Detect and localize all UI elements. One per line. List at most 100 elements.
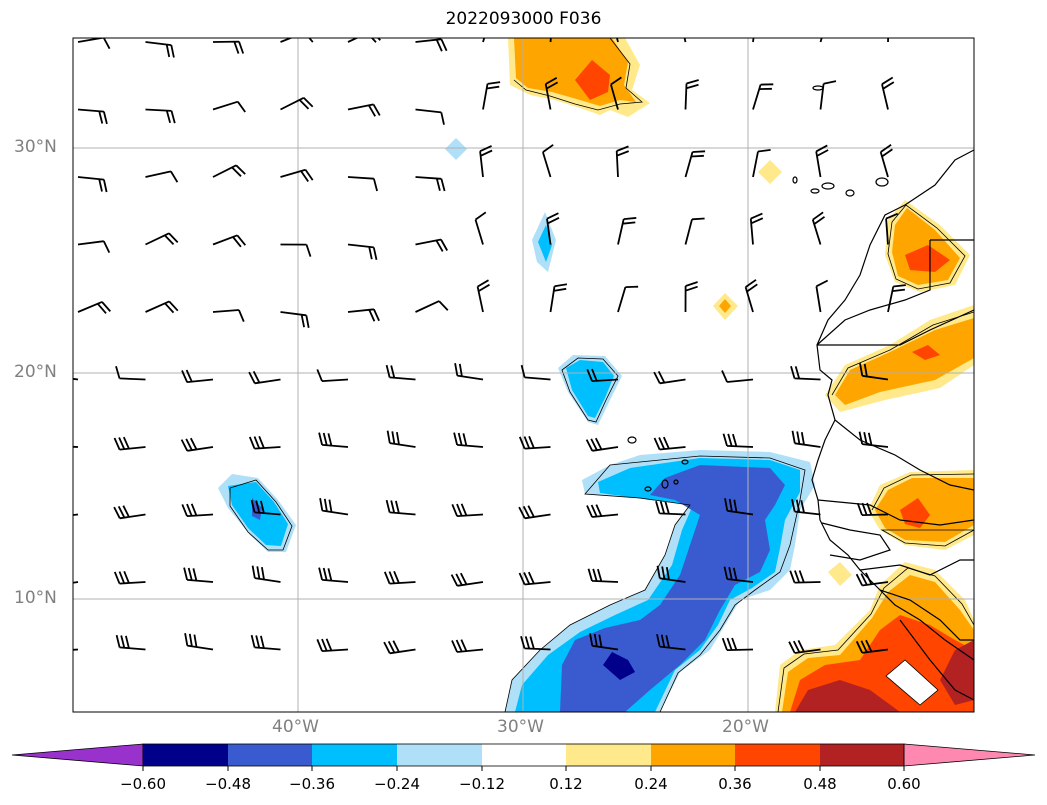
wind-barb bbox=[721, 370, 754, 383]
wind-barb bbox=[347, 243, 378, 260]
wind-barb bbox=[180, 437, 214, 452]
wind-barb bbox=[181, 369, 214, 383]
wind-barb bbox=[656, 565, 686, 583]
wind-barb bbox=[280, 243, 312, 257]
warm-region-southeast-l4 bbox=[795, 640, 974, 712]
warm-region-spot-c bbox=[828, 562, 852, 586]
wind-barb bbox=[788, 640, 821, 654]
wind-barb bbox=[454, 363, 484, 381]
wind-barb bbox=[77, 38, 111, 50]
wind-barb bbox=[855, 572, 889, 587]
wind-barb bbox=[546, 212, 560, 245]
wind-barb bbox=[73, 445, 79, 448]
wind-barb bbox=[656, 634, 686, 651]
wind-barb bbox=[791, 499, 821, 516]
wind-barb bbox=[145, 170, 179, 183]
warm-region-southeast-hole bbox=[886, 660, 938, 705]
wind-barb bbox=[280, 311, 310, 328]
wind-barb bbox=[181, 503, 214, 517]
blue-region-south-core bbox=[603, 652, 635, 680]
wind-barb bbox=[811, 211, 826, 245]
colorbar-bin bbox=[651, 744, 735, 766]
blue-region-south-l3 bbox=[560, 465, 785, 712]
wind-barb bbox=[752, 149, 771, 178]
wind-barb bbox=[479, 145, 493, 178]
wind-barb bbox=[250, 499, 281, 516]
colorbar-bin bbox=[143, 744, 228, 766]
blue-region-west-l3 bbox=[252, 498, 262, 520]
colorbar-tick-label: −0.48 bbox=[205, 775, 251, 793]
wind-barb bbox=[520, 364, 551, 381]
wind-barb bbox=[589, 633, 619, 651]
wind-barb bbox=[415, 108, 445, 125]
colorbar-bin bbox=[566, 744, 651, 766]
warm-region-spot-a bbox=[758, 160, 782, 184]
colorbar-extend-high bbox=[903, 743, 1036, 767]
wind-barb bbox=[859, 363, 889, 381]
plot-frame bbox=[72, 37, 975, 713]
wind-barb bbox=[684, 150, 706, 178]
wind-barb bbox=[453, 432, 484, 448]
wind-barb bbox=[610, 76, 622, 110]
colorbar-tick-label: 0.36 bbox=[718, 775, 752, 793]
wind-barb bbox=[722, 433, 754, 448]
wind-barb bbox=[183, 567, 214, 583]
wind-barb bbox=[744, 279, 758, 313]
map-title: 2022093000 F036 bbox=[445, 9, 602, 29]
colorbar-bin bbox=[482, 744, 566, 766]
wind-barb bbox=[386, 430, 416, 448]
wind-barb bbox=[115, 634, 146, 651]
colorbar-extend-low bbox=[11, 743, 144, 767]
wind-barb bbox=[885, 212, 899, 245]
wind-barb bbox=[856, 502, 889, 516]
wind-barb bbox=[383, 570, 416, 585]
colorbar bbox=[11, 743, 1036, 771]
wind-barb bbox=[248, 435, 281, 450]
wind-barb bbox=[752, 83, 774, 110]
wind-barb bbox=[476, 279, 490, 313]
wind-barb bbox=[212, 164, 246, 178]
colorbar-bin bbox=[820, 744, 904, 766]
lat-label-20n: 20°N bbox=[14, 362, 57, 382]
wind-barb bbox=[615, 145, 630, 178]
wind-barb bbox=[77, 108, 108, 125]
colorbar-bin bbox=[312, 744, 397, 766]
colorbar-tick-label: −0.36 bbox=[289, 775, 335, 793]
colorbar-tick-label: 0.24 bbox=[634, 775, 668, 793]
border-2 bbox=[817, 419, 974, 526]
warm-region-east-2-l3 bbox=[912, 345, 940, 360]
wind-barb bbox=[721, 637, 754, 651]
blue-region-mid-l2 bbox=[566, 360, 614, 418]
wind-barb bbox=[347, 38, 381, 43]
wind-barb bbox=[212, 309, 245, 322]
wind-barb bbox=[248, 370, 281, 385]
wind-barb bbox=[724, 498, 754, 516]
wind-barb bbox=[518, 571, 551, 586]
border-3 bbox=[821, 522, 974, 576]
wind-barb bbox=[586, 368, 619, 382]
wind-barb bbox=[212, 234, 247, 248]
colorbar-tick-label: 0.48 bbox=[803, 775, 837, 793]
wind-barb bbox=[587, 568, 619, 583]
wind-barb bbox=[250, 634, 281, 651]
warm-region-east-1-l3 bbox=[905, 245, 950, 272]
colorbar-tick-label: 0.60 bbox=[887, 775, 921, 793]
wind-barb bbox=[347, 308, 380, 322]
wind-barb bbox=[77, 240, 111, 253]
wind-barb bbox=[518, 435, 551, 450]
wind-barb bbox=[616, 38, 619, 43]
wind-barb bbox=[145, 41, 175, 58]
wind-barb bbox=[684, 217, 705, 245]
wind-barb bbox=[280, 38, 314, 43]
wind-barb bbox=[544, 77, 559, 110]
warm-region-north-l3 bbox=[575, 60, 610, 100]
wind-barb bbox=[145, 300, 179, 314]
wind-barb bbox=[791, 430, 821, 448]
wind-barb bbox=[789, 570, 821, 584]
wind-barb bbox=[586, 504, 619, 518]
wind-barb bbox=[280, 96, 314, 111]
wind-barb bbox=[115, 366, 146, 381]
wind-barb bbox=[113, 436, 146, 451]
colorbar-bin bbox=[735, 744, 820, 766]
